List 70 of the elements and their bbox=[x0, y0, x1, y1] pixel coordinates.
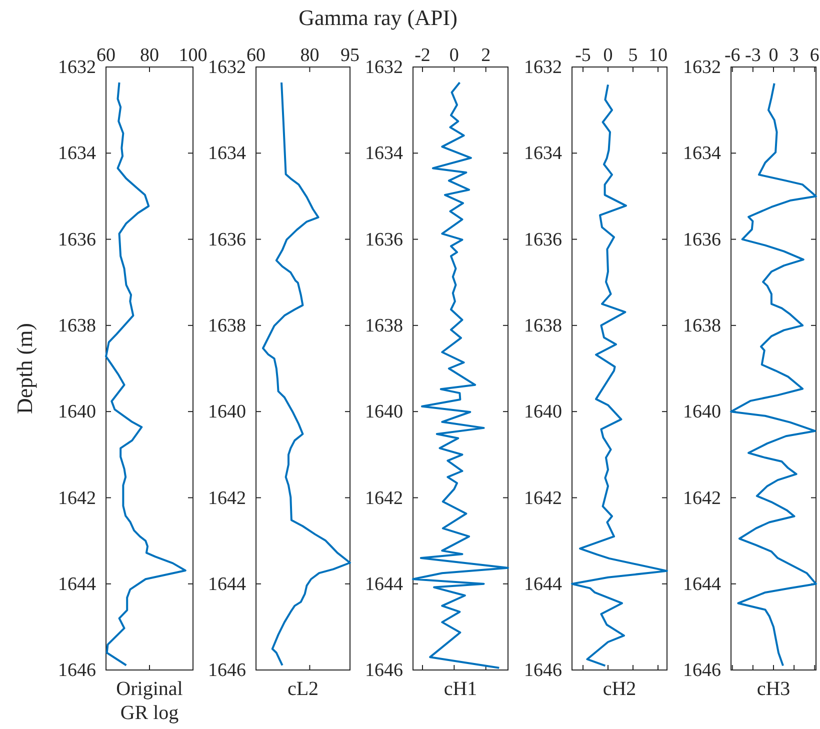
y-tick-label: 1632 bbox=[365, 57, 403, 78]
y-tick-label: 1644 bbox=[208, 574, 246, 595]
y-tick-label: 1632 bbox=[58, 57, 96, 78]
x-tick-label: -2 bbox=[414, 45, 430, 66]
y-tick-label: 1642 bbox=[683, 488, 721, 509]
x-tick-label: -3 bbox=[745, 45, 761, 66]
y-tick-label: 1640 bbox=[524, 402, 562, 423]
y-tick-label: 1634 bbox=[683, 143, 722, 164]
y-tick-label: 1642 bbox=[208, 488, 246, 509]
y-tick-label: 1646 bbox=[524, 660, 562, 682]
y-tick-label: 1636 bbox=[365, 229, 403, 250]
x-tick-label: 6 bbox=[810, 45, 820, 66]
x-axis-title: cH1 bbox=[444, 678, 478, 700]
y-tick-label: 1634 bbox=[524, 143, 562, 164]
x-tick-label: 0 bbox=[603, 45, 613, 66]
y-tick-label: 1644 bbox=[683, 574, 722, 595]
y-tick-label: 1642 bbox=[58, 488, 96, 509]
y-tick-label: 1642 bbox=[524, 488, 562, 509]
y-tick-label: 1640 bbox=[208, 402, 246, 423]
y-tick-label: 1646 bbox=[208, 660, 246, 682]
y-tick-label: 1646 bbox=[683, 660, 721, 682]
y-tick-label: 1646 bbox=[365, 660, 403, 682]
y-tick-label: 1638 bbox=[208, 316, 246, 337]
y-tick-label: 1634 bbox=[365, 143, 404, 164]
x-tick-label: 3 bbox=[789, 45, 799, 66]
y-tick-label: 1632 bbox=[683, 57, 721, 78]
x-axis-title: cL2 bbox=[287, 678, 319, 700]
y-tick-label: 1636 bbox=[683, 229, 721, 250]
y-tick-label: 1638 bbox=[683, 316, 721, 337]
x-axis-title: Original GR log bbox=[116, 678, 184, 724]
x-tick-label: 100 bbox=[178, 45, 208, 66]
x-tick-label: -5 bbox=[575, 45, 591, 66]
y-tick-label: 1636 bbox=[208, 229, 246, 250]
x-tick-label: 95 bbox=[340, 45, 360, 66]
y-tick-label: 1636 bbox=[58, 229, 96, 250]
y-tick-label: 1634 bbox=[208, 143, 246, 164]
x-axis-title: cH3 bbox=[756, 678, 790, 700]
line-series bbox=[571, 84, 668, 667]
x-tick-label: 80 bbox=[140, 45, 159, 66]
x-tick-label: 2 bbox=[481, 45, 491, 66]
y-tick-label: 1636 bbox=[524, 229, 562, 250]
y-tick-label: 1638 bbox=[58, 316, 96, 337]
y-tick-label: 1640 bbox=[58, 402, 96, 423]
x-tick-label: 80 bbox=[300, 45, 320, 66]
line-series bbox=[105, 82, 186, 666]
y-tick-label: 1644 bbox=[365, 574, 404, 595]
y-tick-label: 1644 bbox=[524, 574, 562, 595]
line-series bbox=[730, 82, 817, 667]
x-tick-label: 0 bbox=[449, 45, 459, 66]
y-tick-label: 1634 bbox=[58, 143, 96, 164]
line-series bbox=[412, 82, 509, 669]
y-tick-label: 1638 bbox=[524, 316, 562, 337]
x-tick-label: 60 bbox=[246, 45, 266, 66]
y-tick-label: 1638 bbox=[365, 316, 403, 337]
text: Gamma ray (API) bbox=[298, 5, 458, 30]
y-tick-label: 1644 bbox=[58, 574, 96, 595]
x-tick-label: -6 bbox=[724, 45, 740, 66]
y-tick-label: 1632 bbox=[208, 57, 246, 78]
y-axis-title: Depth (m) bbox=[12, 322, 37, 414]
y-tick-label: 1640 bbox=[683, 402, 721, 423]
x-axis-title: cH2 bbox=[602, 678, 636, 700]
x-tick-label: 5 bbox=[628, 45, 638, 66]
y-tick-label: 1640 bbox=[365, 402, 403, 423]
y-tick-label: 1632 bbox=[524, 57, 562, 78]
y-tick-label: 1646 bbox=[58, 660, 96, 682]
y-tick-label: 1642 bbox=[365, 488, 403, 509]
x-tick-label: 10 bbox=[648, 45, 668, 66]
x-tick-label: 60 bbox=[96, 45, 116, 66]
line-series bbox=[262, 82, 351, 666]
x-tick-label: 0 bbox=[768, 45, 778, 66]
